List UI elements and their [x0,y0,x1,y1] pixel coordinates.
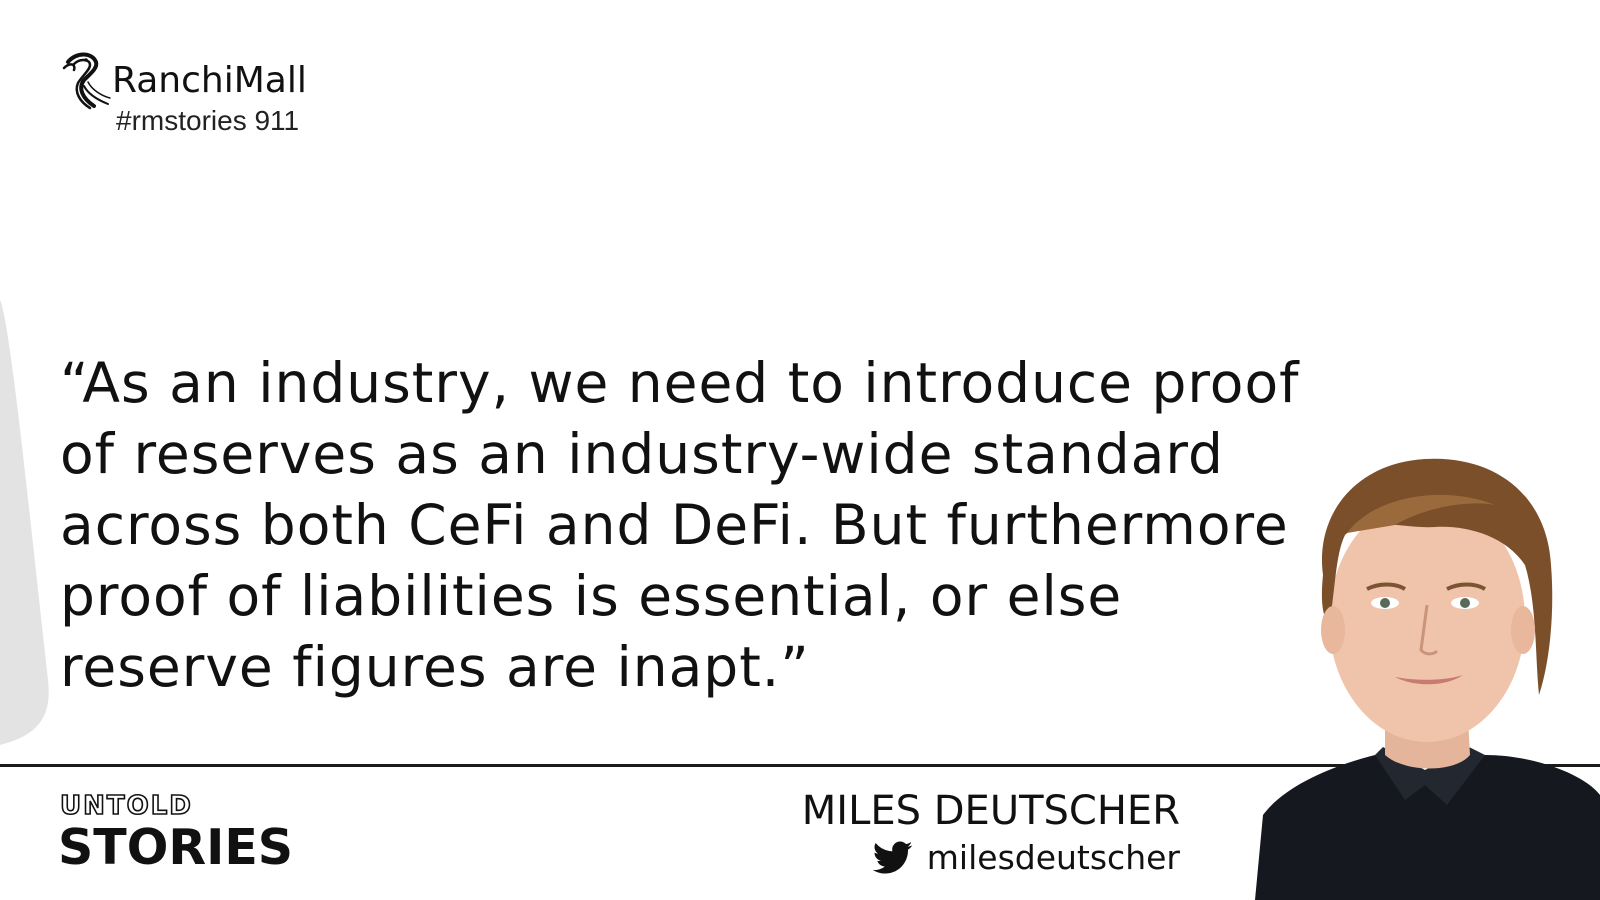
brand-name: RanchiMall [112,60,307,101]
twitter-icon [873,841,913,875]
series-label-stories: STORIES [58,822,293,874]
twitter-handle: milesdeutscher [927,838,1180,877]
speaker-name: MILES DEUTSCHER [802,788,1180,834]
twitter-handle-row: milesdeutscher [873,838,1180,877]
seahorse-logo-icon [62,50,114,112]
story-tag: #rmstories 911 [116,105,299,137]
portrait-photo [1255,455,1600,900]
series-label-untold: UNTOLD [60,792,193,820]
quote-text: “As an industry, we need to introduce pr… [60,348,1330,703]
brand-header: RanchiMall #rmstories 911 [62,50,362,140]
